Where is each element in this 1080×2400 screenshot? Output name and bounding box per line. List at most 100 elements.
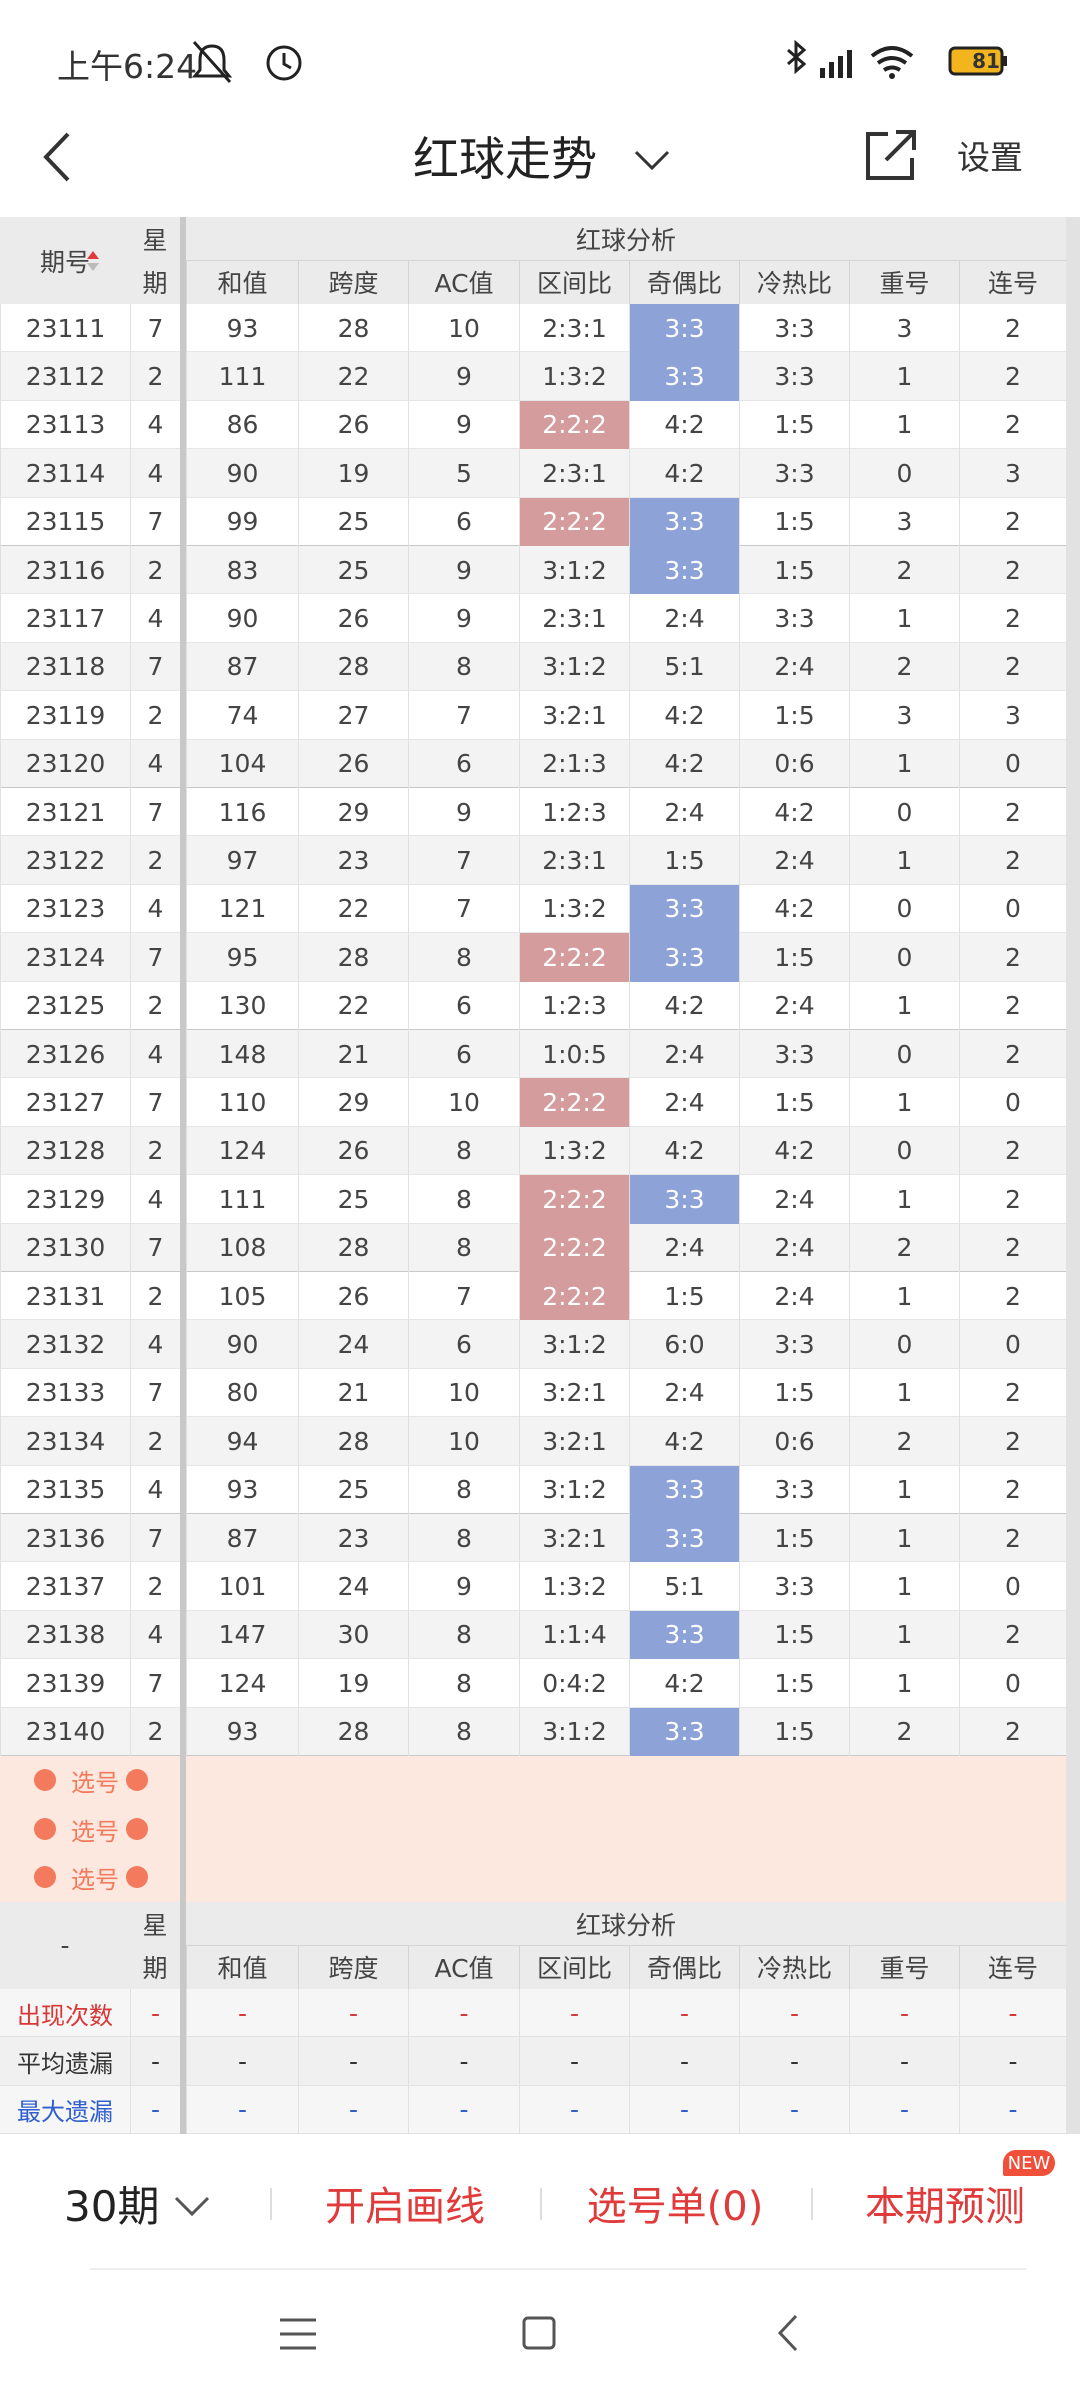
draw-lines-button[interactable]: 开启画线 <box>325 2184 485 2230</box>
sort-icon[interactable] <box>86 249 100 273</box>
table-cell: 1:5 <box>739 1368 849 1418</box>
table-cell: 4 <box>130 1465 180 1514</box>
table-cell: 29 <box>298 1078 408 1127</box>
column-header: 区间比 <box>519 1945 629 1989</box>
table-cell: 9 <box>408 400 519 450</box>
table-row <box>0 546 1066 595</box>
table-cell: 10 <box>408 1078 519 1127</box>
stats-cell: - <box>298 1989 408 2038</box>
stats-cell: - <box>408 1989 519 2038</box>
table-row <box>0 304 1066 353</box>
table-cell: 26 <box>298 1272 408 1321</box>
weekday-header: 期 <box>142 1953 168 1983</box>
table-cell: 2:4 <box>739 1175 849 1224</box>
stats-cell: - <box>739 2085 849 2135</box>
table-cell: 2 <box>849 1223 959 1272</box>
table-cell: 22 <box>298 884 408 934</box>
table-cell: 3:3 <box>629 497 739 546</box>
pick-label: 选号 <box>71 1866 119 1895</box>
table-cell: 2 <box>849 642 959 692</box>
table-cell: 6 <box>408 1030 519 1079</box>
column-header: 区间比 <box>519 260 629 304</box>
stats-cell: - <box>739 1989 849 2038</box>
table-cell: 1:5 <box>629 836 739 885</box>
table-cell: 2:2:2 <box>519 933 629 982</box>
add-pick[interactable] <box>34 1866 56 1889</box>
table-cell: 5:1 <box>629 1562 739 1611</box>
table-cell: 9 <box>408 546 519 595</box>
remove-pick[interactable] <box>126 1817 148 1840</box>
share-button[interactable] <box>862 128 918 184</box>
stats-cell: - <box>739 2037 849 2086</box>
table-cell: 130 <box>186 981 298 1030</box>
table-cell: 7 <box>408 884 519 934</box>
period-chevron[interactable] <box>172 2192 212 2218</box>
period-select[interactable]: 30期 <box>64 2181 160 2231</box>
add-pick[interactable] <box>34 1817 56 1840</box>
table-cell: 4 <box>130 1320 180 1369</box>
table-cell: 2 <box>959 546 1066 595</box>
period-header[interactable]: 期号 <box>39 247 90 277</box>
table-cell: 28 <box>298 1223 408 1272</box>
table-cell: 23 <box>298 836 408 885</box>
table-cell: 1:3:2 <box>519 352 629 401</box>
table-cell: 8 <box>408 1126 519 1176</box>
back-button[interactable] <box>38 130 78 184</box>
table-row <box>0 1030 1066 1079</box>
table-cell: 4 <box>130 1610 180 1660</box>
table-cell: 2:4 <box>739 1272 849 1321</box>
table-cell: 23116 <box>0 546 130 595</box>
table-cell: 23117 <box>0 594 130 643</box>
table-cell: 4:2 <box>629 739 739 788</box>
table-cell: 124 <box>186 1659 298 1708</box>
table-cell: 7 <box>130 1078 180 1127</box>
table-row <box>0 788 1066 837</box>
table-cell: 2 <box>959 1272 1066 1321</box>
table-cell: 4 <box>130 1030 180 1079</box>
title-chevron[interactable] <box>632 144 672 174</box>
divider <box>270 2188 272 2220</box>
pick-area <box>0 1756 1080 1902</box>
remove-pick[interactable] <box>126 1866 148 1889</box>
table-cell: 10 <box>408 1417 519 1466</box>
table-cell: 3:1:2 <box>519 642 629 692</box>
table-cell: 2 <box>130 981 180 1030</box>
table-cell: 1:5 <box>629 1272 739 1321</box>
table-cell: 3:3 <box>739 304 849 353</box>
table-cell: 2 <box>959 1707 1066 1756</box>
table-cell: 3:3 <box>629 1175 739 1224</box>
table-cell: 2 <box>959 1610 1066 1660</box>
page-title[interactable]: 红球走势 <box>413 132 597 186</box>
table-cell: 0 <box>849 1320 959 1369</box>
table-cell: 0 <box>849 788 959 837</box>
table-cell: 3:3 <box>739 1320 849 1369</box>
add-pick[interactable] <box>34 1769 56 1791</box>
pick-label: 选号 <box>71 1817 119 1846</box>
table-cell: 108 <box>186 1223 298 1272</box>
table-cell: 4:2 <box>739 884 849 934</box>
table-cell: 0 <box>849 1030 959 1079</box>
column-header: AC值 <box>408 260 519 304</box>
predict-button[interactable]: 本期预测 <box>865 2184 1025 2230</box>
table-cell: 7 <box>130 1514 180 1563</box>
table-cell: 10 <box>408 304 519 353</box>
table-cell: 22 <box>298 981 408 1030</box>
settings-button[interactable]: 设置 <box>957 138 1023 177</box>
table-cell: 3:3 <box>739 1465 849 1514</box>
table-cell: 2 <box>130 1126 180 1176</box>
table-cell: 26 <box>298 400 408 450</box>
table-cell: 10 <box>408 1368 519 1418</box>
table-cell: 121 <box>186 884 298 934</box>
table-cell: 3:2:1 <box>519 1417 629 1466</box>
stats-cell: - <box>959 2085 1066 2135</box>
table-cell: 5:1 <box>629 642 739 692</box>
table-cell: 2 <box>959 1175 1066 1224</box>
table-cell: 1 <box>849 981 959 1030</box>
table-row <box>0 836 1066 885</box>
separator <box>90 2268 1026 2270</box>
table-cell: 90 <box>186 449 298 498</box>
pick-list-button[interactable]: 选号单(0) <box>586 2184 764 2230</box>
remove-pick[interactable] <box>126 1769 148 1791</box>
table-cell: 4 <box>130 739 180 788</box>
